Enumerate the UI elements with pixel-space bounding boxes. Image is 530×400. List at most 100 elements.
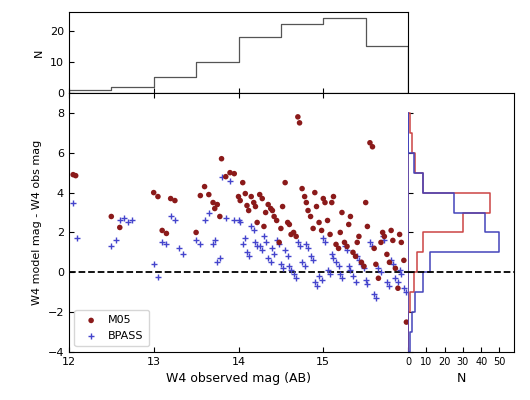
BPASS [222, 215, 230, 222]
M05 [395, 231, 404, 238]
M05 [107, 213, 116, 220]
M05 [234, 193, 243, 200]
M05 [360, 263, 368, 270]
M05 [394, 285, 402, 292]
BPASS [346, 267, 355, 274]
BPASS [107, 243, 116, 250]
BPASS [383, 279, 391, 286]
M05 [217, 156, 226, 162]
BPASS [304, 245, 312, 252]
M05 [385, 259, 394, 266]
M05 [346, 213, 355, 220]
BPASS [361, 277, 370, 284]
BPASS [302, 241, 311, 248]
BPASS [230, 217, 239, 224]
M05 [209, 199, 217, 206]
BPASS [349, 273, 357, 280]
BPASS [73, 235, 82, 242]
BPASS [275, 241, 284, 248]
M05 [326, 231, 334, 238]
BPASS [162, 241, 171, 248]
M05 [317, 227, 326, 234]
BPASS [315, 273, 323, 280]
BPASS [400, 285, 408, 292]
BPASS [234, 217, 243, 224]
M05 [285, 221, 294, 228]
M05 [319, 195, 328, 202]
M05 [378, 229, 387, 236]
BPASS [175, 245, 183, 252]
BPASS [210, 237, 219, 244]
BPASS [217, 174, 226, 180]
M05 [315, 219, 323, 226]
BPASS [205, 209, 213, 216]
M05 [357, 259, 366, 266]
BPASS [238, 241, 247, 248]
M05 [292, 233, 301, 240]
M05 [243, 202, 251, 209]
BPASS [192, 237, 200, 244]
M05 [400, 257, 408, 264]
BPASS [287, 267, 295, 274]
BPASS [363, 281, 372, 288]
M05 [230, 170, 239, 177]
M05 [336, 229, 344, 236]
BPASS [343, 247, 351, 254]
M05 [298, 186, 306, 192]
BPASS [402, 289, 411, 296]
BPASS [332, 259, 340, 266]
BPASS [158, 239, 166, 246]
BPASS [357, 261, 366, 268]
BPASS [395, 267, 404, 274]
BPASS [301, 263, 309, 270]
M05 [363, 223, 372, 230]
M05 [323, 217, 332, 224]
BPASS [251, 239, 260, 246]
BPASS [374, 265, 383, 272]
M05 [278, 203, 287, 210]
BPASS [179, 251, 188, 258]
BPASS [120, 215, 128, 222]
M05 [162, 230, 171, 237]
BPASS [353, 253, 361, 260]
BPASS [380, 237, 388, 244]
BPASS [377, 269, 385, 276]
M05 [402, 319, 411, 325]
M05 [328, 199, 336, 206]
BPASS [267, 259, 275, 266]
M05 [216, 213, 224, 220]
BPASS [264, 255, 272, 262]
M05 [370, 245, 378, 252]
M05 [302, 199, 311, 206]
M05 [353, 239, 361, 246]
BPASS [209, 241, 217, 248]
M05 [383, 251, 391, 258]
M05 [268, 207, 277, 214]
BPASS [196, 241, 205, 248]
M05 [253, 219, 261, 226]
BPASS [268, 245, 277, 252]
BPASS [277, 261, 285, 268]
M05 [321, 199, 329, 206]
BPASS [360, 265, 368, 272]
Y-axis label: N: N [34, 48, 45, 57]
BPASS [289, 271, 298, 278]
M05 [226, 170, 234, 176]
M05 [344, 221, 353, 228]
BPASS [261, 239, 270, 246]
BPASS [149, 261, 158, 268]
BPASS [260, 233, 268, 240]
BPASS [355, 257, 363, 264]
BPASS [200, 217, 209, 224]
M05 [368, 144, 377, 150]
M05 [69, 172, 77, 178]
M05 [154, 193, 162, 200]
BPASS [323, 267, 332, 274]
M05 [72, 172, 80, 179]
BPASS [284, 253, 292, 260]
BPASS [340, 243, 349, 250]
M05 [222, 174, 230, 180]
M05 [309, 225, 317, 232]
M05 [281, 180, 289, 186]
M05 [200, 184, 209, 190]
